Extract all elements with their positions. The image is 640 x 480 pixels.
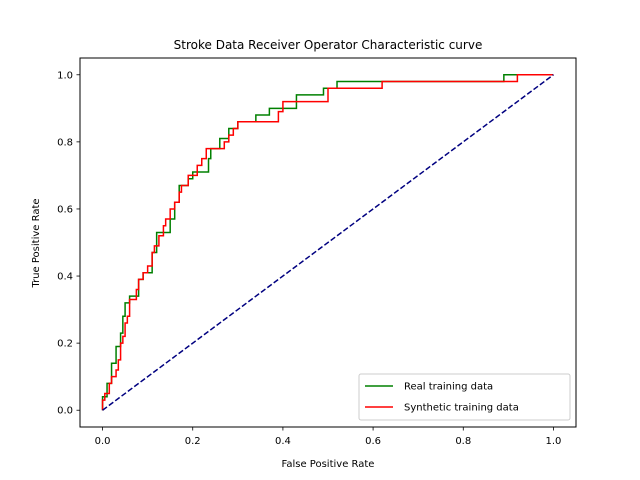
series-line-2 (102, 74, 554, 411)
series-line-1 (101, 74, 554, 411)
y-tick-label-5: 1.0 (57, 70, 73, 81)
series-layer (101, 74, 554, 411)
x-tick-label-1: 0.2 (185, 436, 201, 447)
ticks-layer: 0.0 0.2 0.4 0.6 0.8 1.0 0.0 0.2 0.4 0.6 0.8 1.0 (57, 70, 561, 447)
y-tick-label-4: 0.8 (57, 137, 73, 148)
x-tick-label-0: 0.0 (95, 436, 111, 447)
legend-label-0: Real training data (404, 382, 493, 393)
legend-box (358, 373, 571, 421)
legend-label-1: Synthetic training data (404, 403, 519, 414)
chart-title: Stroke Data Receiver Operator Characteri… (174, 38, 483, 52)
x-tick-label-5: 1.0 (546, 436, 562, 447)
y-tick-label-3: 0.6 (57, 204, 73, 215)
x-axis-label: False Positive Rate (282, 459, 375, 470)
y-axis-label: True Positive Rate (31, 198, 42, 288)
x-tick-label-3: 0.6 (365, 436, 381, 447)
y-tick-label-2: 0.4 (57, 272, 73, 283)
y-tick-label-1: 0.2 (57, 339, 73, 350)
legend: Real training data Synthetic training dat… (358, 373, 571, 421)
x-tick-label-4: 0.8 (455, 436, 471, 447)
x-tick-label-2: 0.4 (275, 436, 291, 447)
plot-frame (79, 57, 577, 428)
y-tick-label-0: 0.0 (57, 406, 73, 417)
